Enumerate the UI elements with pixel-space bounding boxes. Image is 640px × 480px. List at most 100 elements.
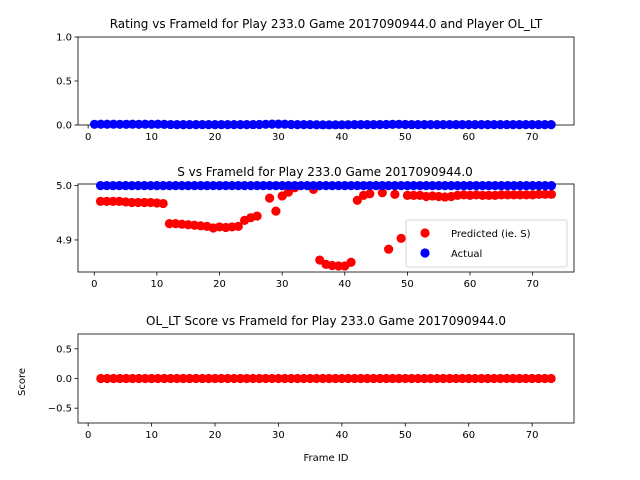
speed-chart-title: S vs FrameId for Play 233.0 Game 2017090…: [177, 165, 473, 179]
score-points: [96, 373, 556, 384]
speed-legend: [405, 219, 568, 268]
score-y-tick-label: 0.5: [56, 344, 72, 355]
rating-series-point: [235, 120, 245, 130]
rating-x-tick-label: 20: [209, 132, 222, 143]
speed-legend-marker: [420, 248, 430, 258]
rating-series-point: [210, 120, 220, 130]
score-series-point: [185, 373, 195, 384]
speed-predicted-ie-s-point: [271, 206, 281, 216]
speed-x-tick-label: 0: [91, 279, 97, 290]
score-series-point: [533, 373, 544, 384]
score-series-point: [407, 373, 417, 384]
score-series-point: [166, 373, 176, 384]
score-x-tick-label: 60: [462, 430, 475, 441]
score-series-point: [159, 373, 169, 384]
rating-series-point: [375, 119, 385, 130]
score-series-point: [102, 373, 112, 384]
rating-chart-title: Rating vs FrameId for Play 233.0 Game 20…: [110, 17, 543, 31]
rating-points: [89, 119, 556, 130]
score-series-point: [356, 373, 366, 384]
score-series-point: [464, 373, 474, 384]
rating-series-point: [419, 120, 429, 130]
rating-x-tick-label: 60: [462, 132, 475, 143]
speed-x-tick-label: 50: [401, 279, 414, 290]
rating-series-point: [495, 120, 506, 130]
rating-series-point: [108, 119, 119, 129]
score-series-point: [286, 373, 296, 384]
rating-series-point: [457, 120, 467, 130]
score-series-point: [476, 373, 486, 384]
score-series-point: [292, 373, 303, 384]
score-series-point: [445, 373, 455, 384]
rating-series-point: [267, 119, 277, 129]
speed-predicted-ie-s-point: [252, 211, 262, 221]
rating-series-point: [229, 120, 239, 130]
rating-y-tick-label: 1.0: [56, 33, 72, 44]
score-series-point: [381, 373, 391, 384]
score-x-axis-label: Frame ID: [304, 453, 349, 464]
rating-y-tick-label: 0.5: [56, 77, 72, 88]
rating-series-point: [115, 119, 125, 129]
score-series-point: [280, 373, 290, 384]
score-series-point: [413, 373, 423, 384]
score-series-point: [470, 373, 480, 384]
score-series-point: [216, 373, 226, 384]
rating-series-point: [127, 119, 138, 129]
speed-predicted-ie-s-point: [158, 198, 168, 209]
score-series-point: [311, 373, 322, 384]
rating-series-point: [368, 120, 379, 130]
score-series-point: [483, 373, 493, 384]
score-series-point: [324, 373, 334, 384]
score-y-tick-label: 0.0: [56, 374, 72, 385]
score-x-tick-label: 70: [526, 430, 539, 441]
score-y-axis-label: Score: [17, 368, 28, 396]
score-series-point: [115, 373, 125, 384]
score-series-point: [432, 373, 442, 384]
rating-series-point: [178, 120, 188, 130]
rating-series-point: [248, 119, 258, 130]
speed-x-tick-label: 70: [526, 279, 539, 290]
rating-series-point: [242, 120, 252, 130]
rating-x-tick-label: 10: [145, 132, 158, 143]
rating-x-tick-label: 0: [85, 132, 91, 143]
speed-predicted-ie-s-point: [233, 221, 243, 231]
score-series-point: [527, 373, 537, 384]
score-series-point: [362, 373, 372, 384]
rating-series-point: [299, 120, 309, 130]
score-series-point: [223, 373, 233, 384]
speed-legend-label: Actual: [451, 249, 482, 260]
score-series-point: [368, 373, 379, 384]
rating-series-point: [508, 120, 518, 130]
rating-series-point: [318, 120, 328, 130]
score-series-point: [394, 373, 404, 384]
score-series-point: [318, 373, 328, 384]
rating-series-point: [527, 120, 537, 130]
rating-series-point: [451, 120, 461, 130]
speed-x-tick-label: 40: [338, 279, 351, 290]
score-series-point: [495, 373, 506, 384]
speed-predicted-ie-s-point: [384, 244, 394, 254]
score-series-point: [134, 373, 144, 384]
score-series-point: [299, 373, 309, 384]
rating-series-point: [292, 120, 303, 130]
rating-series-point: [445, 120, 455, 130]
score-series-point: [438, 373, 448, 384]
speed-points: [95, 181, 557, 271]
rating-series-point: [533, 120, 544, 130]
rating-series-point: [546, 120, 556, 130]
score-series-point: [108, 373, 119, 384]
score-series-point: [254, 373, 265, 384]
score-series-point: [419, 373, 429, 384]
rating-panel: Rating vs FrameId for Play 233.0 Game 20…: [56, 17, 575, 143]
score-series-point: [229, 373, 239, 384]
score-series-point: [489, 373, 499, 384]
rating-x-tick-label: 40: [335, 132, 348, 143]
rating-plot-frame: [77, 36, 575, 126]
score-series-point: [451, 373, 461, 384]
speed-predicted-ie-s-point: [352, 195, 362, 205]
score-series-point: [204, 373, 214, 384]
rating-series-point: [502, 120, 512, 130]
speed-predicted-ie-s-point: [346, 257, 356, 267]
score-series-point: [343, 373, 353, 384]
score-series-point: [514, 373, 525, 384]
